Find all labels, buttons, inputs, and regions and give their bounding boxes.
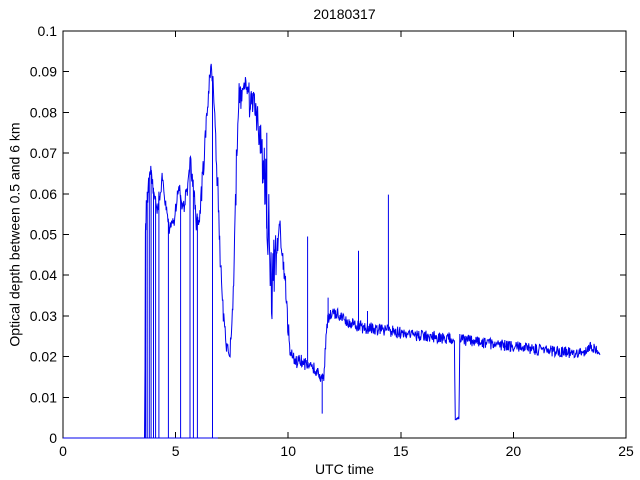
x-tick-label: 20 <box>506 443 522 459</box>
chart-title: 20180317 <box>313 6 376 22</box>
x-axis-label: UTC time <box>314 461 375 477</box>
y-tick-label: 0.06 <box>30 186 57 202</box>
y-tick-label: 0 <box>49 430 57 446</box>
y-axis-label: Optical depth between 0.5 and 6 km <box>6 122 23 347</box>
data-line <box>63 63 601 439</box>
series-path <box>63 63 601 439</box>
y-tick-label: 0.03 <box>30 308 57 324</box>
x-tick-label: 10 <box>280 443 296 459</box>
y-tick-label: 0.07 <box>30 145 57 161</box>
x-tick-label: 5 <box>172 443 180 459</box>
x-tick-label: 25 <box>618 443 634 459</box>
x-tick-label: 15 <box>393 443 409 459</box>
y-tick-label: 0.01 <box>30 389 57 405</box>
x-tick-label: 0 <box>59 443 67 459</box>
y-tick-label: 0.02 <box>30 349 57 365</box>
y-tick-label: 0.1 <box>38 23 58 39</box>
y-tick-label: 0.05 <box>30 227 57 243</box>
y-tick-label: 0.04 <box>30 267 57 283</box>
y-tick-label: 0.09 <box>30 64 57 80</box>
y-tick-label: 0.08 <box>30 104 57 120</box>
tick-labels: 0 5 10 15 20 25 0 0.01 0.02 0.03 0.04 0.05 0.06 0.07 0… <box>30 23 634 459</box>
